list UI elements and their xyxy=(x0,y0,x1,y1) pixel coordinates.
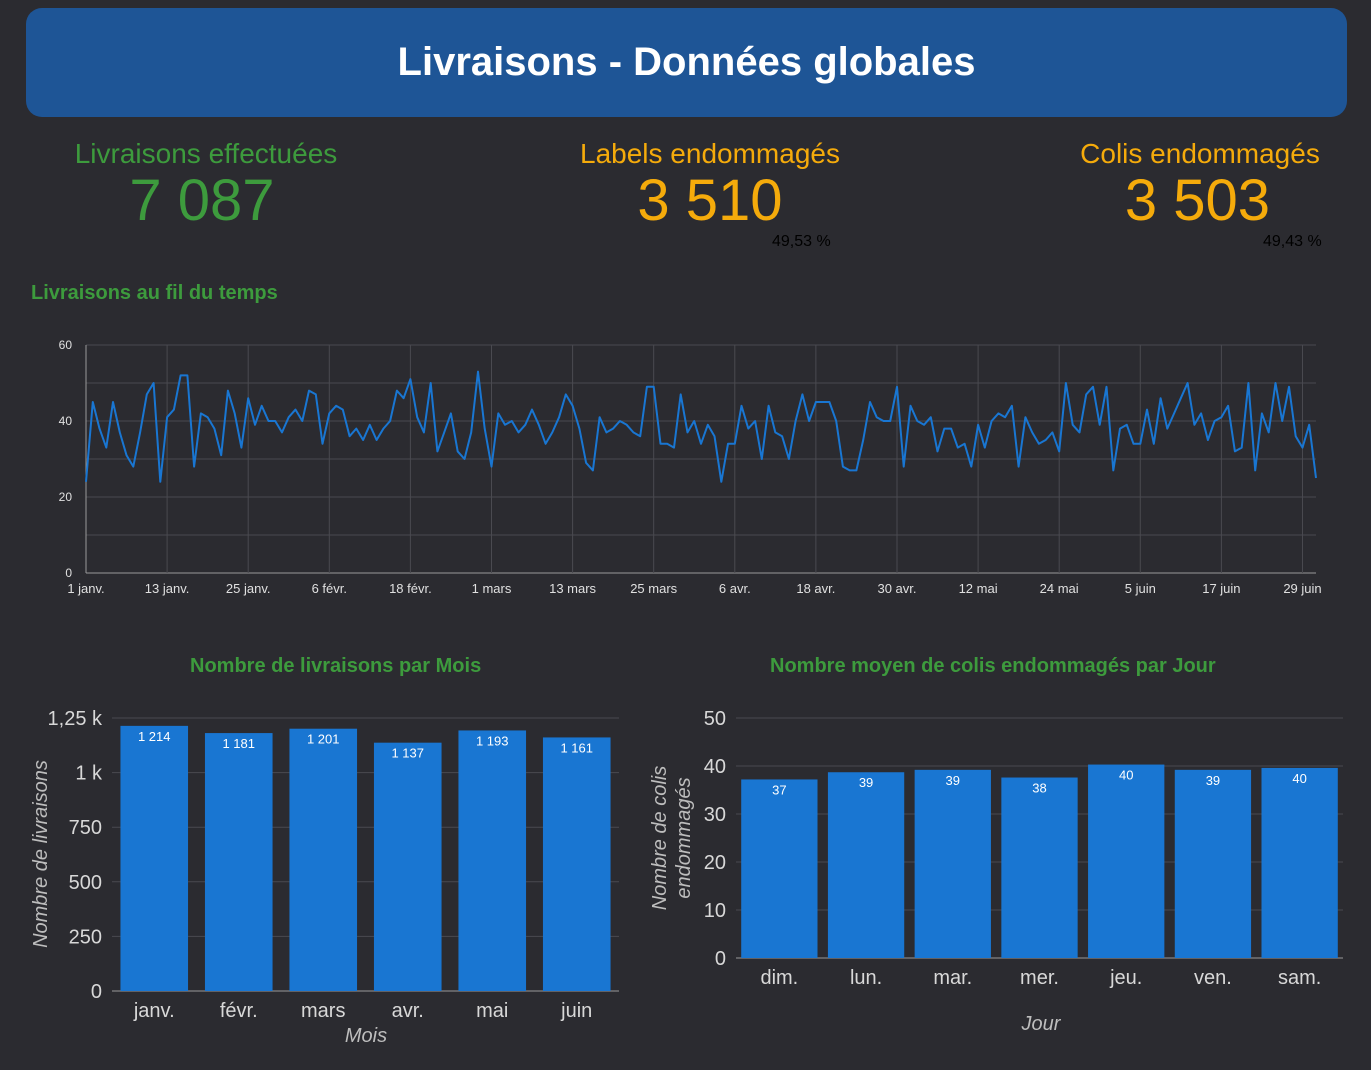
bar xyxy=(741,779,818,958)
line-chart: 0 20 40 60 1 janv. 13 janv. 25 janv. 6 févr. 18 … xyxy=(59,338,1322,596)
kpi-livraisons-label: Livraisons effectuées xyxy=(74,138,338,169)
y-tick-label: 60 xyxy=(59,338,73,352)
bar-value-label: 38 xyxy=(1032,781,1046,796)
x-tick-label: jeu. xyxy=(1109,967,1142,989)
y-tick-label: 0 xyxy=(715,948,726,970)
x-tick-label: 6 avr. xyxy=(719,581,751,596)
day-chart-title: Nombre moyen de colis endommagés par Jou… xyxy=(770,655,1216,677)
x-tick-label: sam. xyxy=(1278,967,1321,989)
bar-value-label: 1 193 xyxy=(476,733,509,748)
y-tick-label: 40 xyxy=(704,756,726,778)
x-tick-label: mai xyxy=(476,1000,508,1022)
line-chart-title: Livraisons au fil du temps xyxy=(31,282,278,304)
y-tick-label: 20 xyxy=(704,852,726,874)
y-tick-label: 40 xyxy=(59,414,73,428)
bar xyxy=(914,769,991,958)
bar xyxy=(1088,764,1165,958)
bar xyxy=(542,737,611,991)
x-tick-label: dim. xyxy=(760,967,798,989)
kpi-colis-label: Colis endommagés xyxy=(1080,138,1320,169)
x-tick-label: févr. xyxy=(220,1000,258,1022)
x-tick-label: 13 janv. xyxy=(145,581,190,596)
bar-value-label: 39 xyxy=(859,775,873,790)
x-tick-label: 1 janv. xyxy=(67,581,104,596)
kpi-livraisons-value: 7 087 xyxy=(129,168,275,233)
y-axis-label: Nombre de livraisons xyxy=(30,760,52,948)
y-tick-label: 1 k xyxy=(75,763,103,785)
x-tick-label: 18 avr. xyxy=(796,581,835,596)
kpi-colis: Colis endommagés 3 503 xyxy=(1050,138,1350,232)
x-tick-label: janv. xyxy=(133,1000,175,1022)
x-tick-label: 25 janv. xyxy=(226,581,271,596)
kpi-livraisons: Livraisons effectuées 7 087 xyxy=(56,138,356,232)
bar xyxy=(373,742,442,991)
y-tick-label: 250 xyxy=(69,926,102,948)
bar-value-label: 37 xyxy=(772,782,786,797)
y-tick-label: 20 xyxy=(59,490,73,504)
x-axis-label: Mois xyxy=(345,1025,387,1047)
month-chart: 0 250 500 750 1 k 1,25 k 1 214 janv. 1 181 févr. 1… xyxy=(30,708,619,1047)
bar xyxy=(1174,769,1252,958)
bar xyxy=(204,733,273,991)
x-tick-label: 18 févr. xyxy=(389,581,432,596)
x-tick-label: 5 juin xyxy=(1125,581,1156,596)
x-tick-label: 30 avr. xyxy=(877,581,916,596)
kpi-labels-label: Labels endommagés xyxy=(580,138,840,169)
bar-value-label: 1 161 xyxy=(560,740,593,755)
kpi-labels-value: 3 510 xyxy=(637,168,783,233)
x-tick-label: 12 mai xyxy=(959,581,998,596)
x-tick-label: avr. xyxy=(392,1000,424,1022)
bar xyxy=(289,728,358,991)
bar-value-label: 40 xyxy=(1292,771,1306,786)
x-tick-label: 29 juin xyxy=(1283,581,1321,596)
x-axis-label: Jour xyxy=(1021,1013,1062,1035)
bar-value-label: 1 181 xyxy=(222,736,255,751)
bar xyxy=(120,725,189,991)
day-chart: 0 10 20 30 40 50 37 dim. 39 lun. 39 mar. 38 mer. 40 jeu… xyxy=(650,708,1343,1035)
kpi-labels-percent: 49,53 % xyxy=(772,233,831,250)
x-tick-label: 25 mars xyxy=(630,581,677,596)
y-tick-label: 30 xyxy=(704,804,726,826)
x-tick-label: 6 févr. xyxy=(312,581,347,596)
y-tick-label: 500 xyxy=(69,872,102,894)
series-line xyxy=(85,370,1317,483)
y-tick-label: 1,25 k xyxy=(48,708,103,730)
x-tick-label: 17 juin xyxy=(1202,581,1240,596)
bar xyxy=(1001,777,1078,958)
bar-value-label: 39 xyxy=(946,773,960,788)
x-tick-label: lun. xyxy=(850,967,882,989)
bar-value-label: 1 137 xyxy=(391,746,424,761)
kpi-colis-percent: 49,43 % xyxy=(1263,233,1322,250)
x-tick-label: mer. xyxy=(1020,967,1059,989)
kpi-colis-value: 3 503 xyxy=(1124,168,1271,233)
x-tick-label: 1 mars xyxy=(472,581,512,596)
page-title: Livraisons - Données globales xyxy=(397,40,976,84)
x-tick-label: 13 mars xyxy=(549,581,596,596)
bar-value-label: 1 201 xyxy=(307,732,340,747)
x-tick-label: ven. xyxy=(1194,967,1232,989)
y-tick-label: 750 xyxy=(69,817,102,839)
bar xyxy=(458,730,527,991)
bar-value-label: 40 xyxy=(1119,768,1133,783)
x-tick-label: mar. xyxy=(933,967,972,989)
y-tick-label: 0 xyxy=(65,566,72,580)
y-tick-label: 10 xyxy=(704,900,726,922)
kpi-labels: Labels endommagés 3 510 xyxy=(560,138,860,232)
header-banner: Livraisons - Données globales xyxy=(26,8,1347,117)
bar-value-label: 39 xyxy=(1206,773,1220,788)
bar xyxy=(1261,767,1338,958)
x-tick-label: mars xyxy=(301,1000,345,1022)
y-tick-label: 50 xyxy=(704,708,726,730)
y-tick-label: 0 xyxy=(91,981,102,1003)
bar xyxy=(827,772,905,958)
month-chart-title: Nombre de livraisons par Mois xyxy=(190,655,482,677)
x-tick-label: 24 mai xyxy=(1040,581,1079,596)
y-axis-label: Nombre de colis endommagés xyxy=(650,766,695,911)
bar-value-label: 1 214 xyxy=(138,729,171,744)
x-tick-label: juin xyxy=(560,1000,592,1022)
